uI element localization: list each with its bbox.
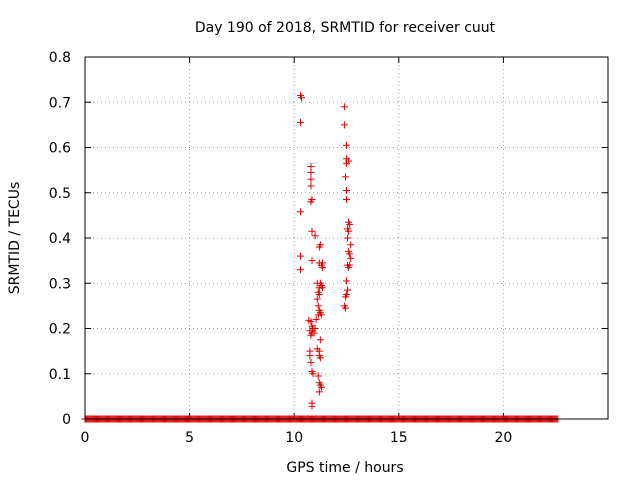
- data-point: [345, 157, 353, 165]
- x-axis-label: GPS time / hours: [286, 460, 403, 476]
- data-point: [311, 232, 319, 240]
- data-point: [346, 220, 354, 228]
- plot-frame: [84, 56, 609, 420]
- data-point: [346, 250, 354, 258]
- data-point: [344, 286, 352, 294]
- data-point: [343, 196, 350, 204]
- data-point: [341, 173, 349, 181]
- x-tick-labels: 0 5 10 15 20: [81, 430, 513, 446]
- data-point: [307, 358, 315, 366]
- data-point: [315, 388, 323, 396]
- y-tick-label: 0.3: [49, 276, 71, 292]
- data-point: [312, 315, 320, 323]
- chart-title: Day 190 of 2018, SRMTID for receiver cuu…: [195, 20, 496, 36]
- data-point: [317, 311, 325, 319]
- data-point: [296, 119, 304, 127]
- data-point: [314, 302, 322, 310]
- data-point: [296, 208, 304, 216]
- data-point: [296, 252, 304, 260]
- data-point: [344, 234, 352, 242]
- data-point: [307, 168, 315, 176]
- x-tick-label: 10: [285, 430, 303, 446]
- y-tick-label: 0.1: [49, 367, 71, 383]
- data-point: [307, 318, 315, 326]
- data-point: [347, 241, 355, 249]
- x-tick-label: 15: [390, 430, 408, 446]
- data-point: [318, 263, 326, 271]
- data-point: [308, 402, 316, 410]
- data-point: [316, 241, 324, 249]
- data-point: [343, 277, 350, 285]
- y-tick-label: 0.4: [49, 231, 71, 247]
- data-point: [347, 254, 355, 262]
- data-point: [309, 370, 317, 378]
- x-tick-label: 5: [185, 430, 194, 446]
- data-point: [308, 227, 316, 235]
- x-tick-label: 20: [494, 430, 512, 446]
- y-tick-labels: 0 0.1 0.2 0.3 0.4 0.5 0.6 0.7 0.8: [49, 50, 71, 428]
- data-point: [317, 383, 325, 391]
- grid-lines: [85, 57, 608, 419]
- data-point: [343, 186, 350, 194]
- y-tick-label: 0.2: [49, 322, 71, 338]
- data-point: [340, 121, 348, 129]
- data-point: [306, 352, 314, 360]
- data-point: [307, 331, 315, 339]
- data-point: [314, 372, 322, 380]
- data-point: [307, 175, 315, 183]
- data-point: [316, 336, 324, 344]
- data-point: [308, 257, 316, 265]
- data-point: [341, 293, 349, 301]
- data-point: [346, 261, 354, 269]
- data-point: [341, 304, 349, 312]
- data-point: [340, 103, 348, 111]
- y-tick-label: 0.5: [49, 186, 71, 202]
- data-point: [313, 295, 321, 303]
- y-tick-label: 0.8: [49, 50, 71, 66]
- data-point: [307, 198, 315, 206]
- data-point: [307, 182, 315, 190]
- y-tick-label: 0: [62, 412, 71, 428]
- data-point: [311, 325, 319, 332]
- data-point: [315, 291, 323, 299]
- data-point: [316, 354, 324, 362]
- data-point: [296, 266, 304, 274]
- x-tick-label: 0: [81, 430, 90, 446]
- data-points: [296, 91, 355, 410]
- data-point: [345, 227, 353, 235]
- y-tick-label: 0.6: [49, 141, 71, 157]
- data-point: [298, 94, 306, 102]
- data-point: [318, 284, 326, 292]
- data-point: [307, 163, 315, 171]
- y-axis-label: SRMTID / TECUs: [7, 182, 23, 295]
- y-tick-label: 0.7: [49, 95, 71, 111]
- data-point: [343, 141, 350, 149]
